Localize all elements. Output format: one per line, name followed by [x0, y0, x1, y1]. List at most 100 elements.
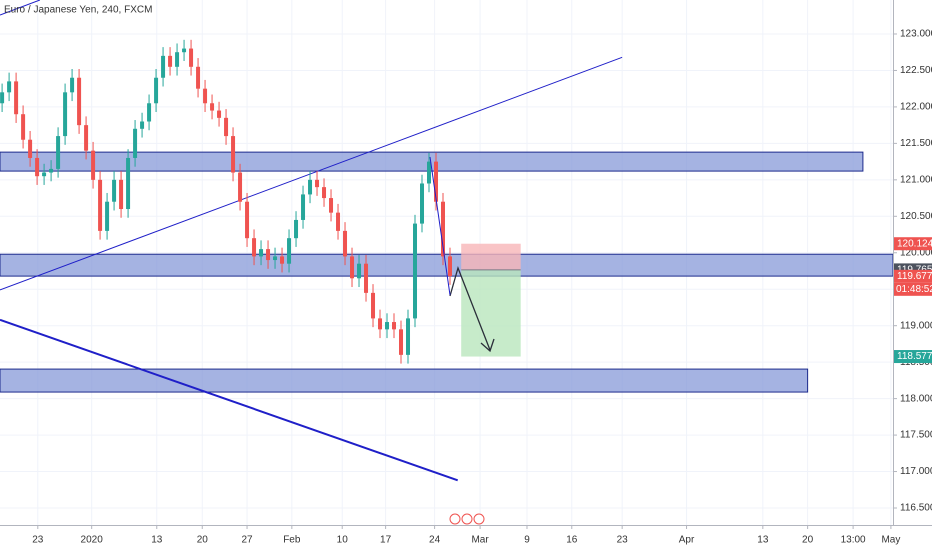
event-icon[interactable] — [461, 513, 473, 525]
price-badge — [894, 237, 932, 251]
candle-body — [259, 249, 264, 257]
x-tick-label: 10 — [337, 535, 349, 546]
candle-body — [406, 318, 411, 355]
y-tick-label: 116.500 — [900, 503, 932, 514]
event-icon[interactable] — [449, 513, 461, 525]
candle-body — [392, 322, 397, 330]
x-tick-label: 24 — [429, 535, 441, 546]
candle-body — [105, 201, 110, 231]
x-tick-label: May — [881, 535, 900, 546]
price-badge-label: 118.577 — [897, 351, 932, 362]
y-tick-label: 120.000 — [900, 247, 932, 258]
candle-body — [7, 81, 12, 93]
candle-body — [231, 136, 236, 173]
candle-body — [112, 179, 117, 202]
y-tick-label: 122.500 — [900, 65, 932, 76]
candle-body — [70, 77, 75, 93]
drawn-line — [429, 156, 451, 296]
candle-body — [413, 223, 418, 319]
candle-body — [420, 183, 425, 224]
candle-body — [329, 198, 334, 213]
candle-body — [371, 292, 376, 319]
candle-body — [364, 263, 369, 293]
x-tick-label: 16 — [566, 535, 578, 546]
y-tick-label: 121.000 — [900, 174, 932, 185]
countdown-label: 01:48:52 — [896, 284, 932, 295]
candle-body — [0, 92, 5, 104]
x-tick-label: 27 — [241, 535, 253, 546]
candle-body — [308, 179, 313, 195]
candle-body — [147, 103, 152, 122]
candle-body — [126, 157, 131, 210]
toolbar-icons[interactable] — [449, 513, 485, 525]
candle-body — [91, 150, 96, 180]
candle-body — [447, 256, 452, 277]
candle-body — [161, 55, 166, 78]
x-tick-label: Mar — [471, 535, 489, 546]
candle-body — [294, 219, 299, 239]
candle-body — [49, 168, 54, 173]
trend-line — [0, 56, 623, 291]
x-tick-label: 13 — [757, 535, 769, 546]
y-tick-label: 122.000 — [900, 102, 932, 113]
candle-body — [175, 52, 180, 67]
candle-body — [154, 77, 159, 104]
price-badge — [894, 269, 932, 283]
candle-body — [84, 125, 89, 151]
event-icon[interactable] — [473, 513, 485, 525]
candle-body — [315, 179, 320, 188]
candle-body — [42, 172, 47, 177]
candle-body — [119, 179, 124, 210]
candle-body — [385, 322, 390, 330]
candle-body — [210, 103, 215, 111]
candle-body — [217, 110, 222, 118]
candle-body — [56, 136, 61, 169]
price-badge-label: 119.677 — [897, 271, 932, 282]
price-badge — [894, 350, 932, 364]
candle-body — [427, 161, 432, 184]
x-tick-label: 13 — [151, 535, 163, 546]
candle-body — [343, 230, 348, 257]
zone — [0, 368, 809, 393]
y-tick-label: 117.500 — [900, 430, 932, 441]
candle-body — [224, 117, 229, 137]
x-tick-label: 20 — [197, 535, 209, 546]
candle-body — [350, 256, 355, 279]
x-tick-label: 20 — [802, 535, 814, 546]
candle-body — [77, 77, 82, 126]
candle-body — [273, 256, 278, 261]
stop-zone — [461, 243, 521, 270]
y-tick-label: 123.000 — [900, 29, 932, 40]
candle-body — [322, 187, 327, 199]
chart-title: Euro / Japanese Yen, 240, FXCM — [4, 5, 152, 16]
trend-line — [0, 0, 41, 16]
y-tick-label: 117.000 — [900, 466, 932, 477]
candle-body — [336, 212, 341, 231]
x-tick-label: Apr — [679, 535, 695, 546]
x-tick-label: 23 — [617, 535, 629, 546]
candle-body — [63, 92, 68, 137]
candle-body — [378, 318, 383, 330]
x-tick-label: 23 — [32, 535, 44, 546]
x-tick-label: 9 — [524, 535, 530, 546]
candle-body — [196, 66, 201, 89]
candle-body — [434, 161, 439, 202]
y-tick-label: 118.000 — [900, 393, 932, 404]
candle-body — [28, 139, 33, 158]
candle-body — [35, 157, 40, 177]
countdown-badge — [894, 282, 932, 296]
candle-body — [203, 88, 208, 104]
candle-body — [287, 238, 292, 264]
candle-body — [266, 249, 271, 261]
x-tick-label: 17 — [380, 535, 392, 546]
x-tick-label: 2020 — [81, 535, 104, 546]
candle-body — [14, 81, 19, 115]
candle-body — [245, 201, 250, 239]
plot-area — [0, 0, 894, 525]
candle-body — [140, 121, 145, 129]
candle-body — [133, 128, 138, 158]
candle-body — [21, 114, 26, 140]
y-tick-label: 121.500 — [900, 138, 932, 149]
candle-body — [182, 48, 187, 53]
